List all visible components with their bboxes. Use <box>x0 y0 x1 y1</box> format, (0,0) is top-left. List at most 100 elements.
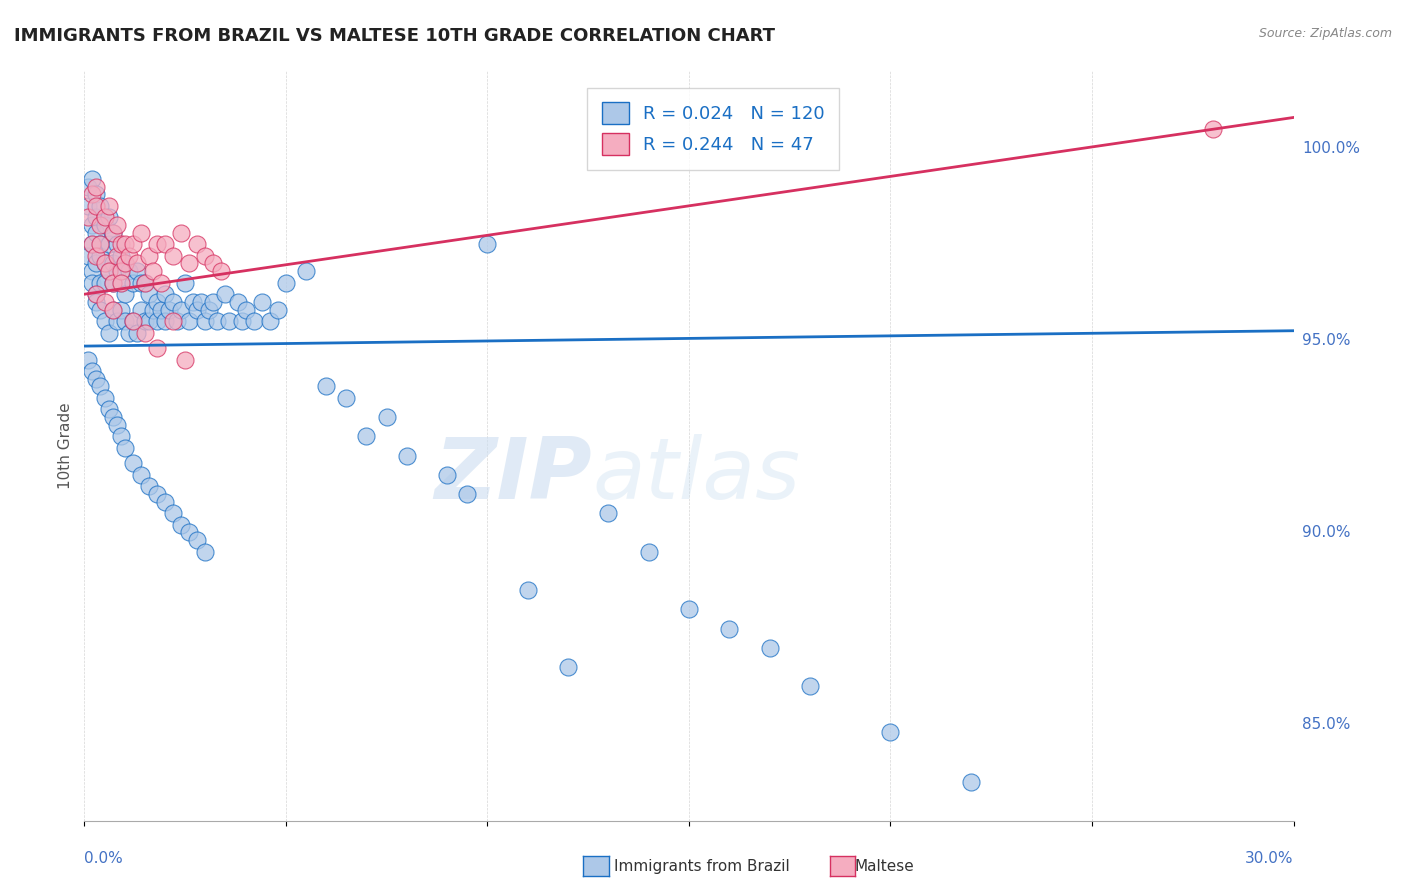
Point <box>97 199 120 213</box>
Point <box>82 218 104 232</box>
Point <box>121 237 143 252</box>
Point <box>153 314 176 328</box>
Point <box>77 352 100 367</box>
Point <box>121 314 143 328</box>
Point <box>170 226 193 240</box>
Point <box>678 602 700 616</box>
Point <box>77 249 100 263</box>
Point <box>82 264 104 278</box>
Point <box>86 187 108 202</box>
Point <box>315 379 337 393</box>
Point <box>105 264 128 278</box>
Point <box>179 256 201 270</box>
Point <box>267 302 290 317</box>
Point <box>101 226 124 240</box>
Point <box>114 256 136 270</box>
Text: 100.0%: 100.0% <box>1302 141 1360 156</box>
Point <box>77 211 100 225</box>
Point <box>190 294 212 309</box>
Point <box>170 517 193 532</box>
Point <box>82 237 104 252</box>
Point <box>114 287 136 301</box>
Point <box>86 287 108 301</box>
Point <box>259 314 281 328</box>
Point <box>86 294 108 309</box>
Point <box>118 326 141 340</box>
Point <box>146 237 169 252</box>
Point <box>146 294 169 309</box>
Point <box>1202 122 1225 136</box>
Point <box>105 314 128 328</box>
Point <box>97 211 120 225</box>
Point <box>295 264 318 278</box>
Point <box>125 326 148 340</box>
Point <box>335 391 357 405</box>
Point <box>226 294 249 309</box>
Point <box>114 314 136 328</box>
Point <box>198 302 221 317</box>
Point <box>86 256 108 270</box>
Point <box>93 294 115 309</box>
Point <box>110 264 132 278</box>
Point <box>101 226 124 240</box>
Point <box>138 287 160 301</box>
Point <box>138 479 160 493</box>
Point <box>114 256 136 270</box>
Point <box>93 211 115 225</box>
Point <box>110 237 132 252</box>
Point <box>105 249 128 263</box>
Text: Maltese: Maltese <box>855 859 914 873</box>
Point <box>101 302 124 317</box>
Point <box>231 314 253 328</box>
Point <box>89 237 111 252</box>
Point <box>557 660 579 674</box>
Point <box>82 276 104 290</box>
Point <box>134 326 156 340</box>
Text: 95.0%: 95.0% <box>1302 333 1350 348</box>
Point <box>218 314 240 328</box>
Point <box>153 287 176 301</box>
Point <box>142 264 165 278</box>
Point <box>209 264 232 278</box>
Point <box>758 640 780 655</box>
Point <box>153 237 176 252</box>
Point <box>93 276 115 290</box>
Point <box>97 326 120 340</box>
Point <box>89 276 111 290</box>
Point <box>89 302 111 317</box>
Point <box>110 276 132 290</box>
Point <box>162 314 184 328</box>
Point <box>93 391 115 405</box>
Point <box>89 199 111 213</box>
Point <box>110 249 132 263</box>
Point <box>121 314 143 328</box>
Point <box>194 314 217 328</box>
Point <box>138 314 160 328</box>
Point <box>82 364 104 378</box>
Point <box>134 314 156 328</box>
Point <box>170 302 193 317</box>
Point <box>186 302 208 317</box>
Point <box>214 287 236 301</box>
Text: 85.0%: 85.0% <box>1302 717 1350 732</box>
Point <box>375 410 398 425</box>
Point <box>105 417 128 432</box>
Point <box>395 449 418 463</box>
Point <box>86 179 108 194</box>
Point <box>93 256 115 270</box>
Text: Immigrants from Brazil: Immigrants from Brazil <box>614 859 790 873</box>
Point <box>97 402 120 417</box>
Point <box>799 679 821 693</box>
Point <box>194 249 217 263</box>
Point <box>129 226 152 240</box>
Point <box>86 199 108 213</box>
Text: 90.0%: 90.0% <box>1302 525 1350 540</box>
Point <box>89 249 111 263</box>
Point <box>105 218 128 232</box>
Text: atlas: atlas <box>592 434 800 517</box>
Point <box>101 256 124 270</box>
Point <box>129 276 152 290</box>
Point <box>235 302 257 317</box>
Point <box>516 583 538 598</box>
Point <box>86 372 108 386</box>
